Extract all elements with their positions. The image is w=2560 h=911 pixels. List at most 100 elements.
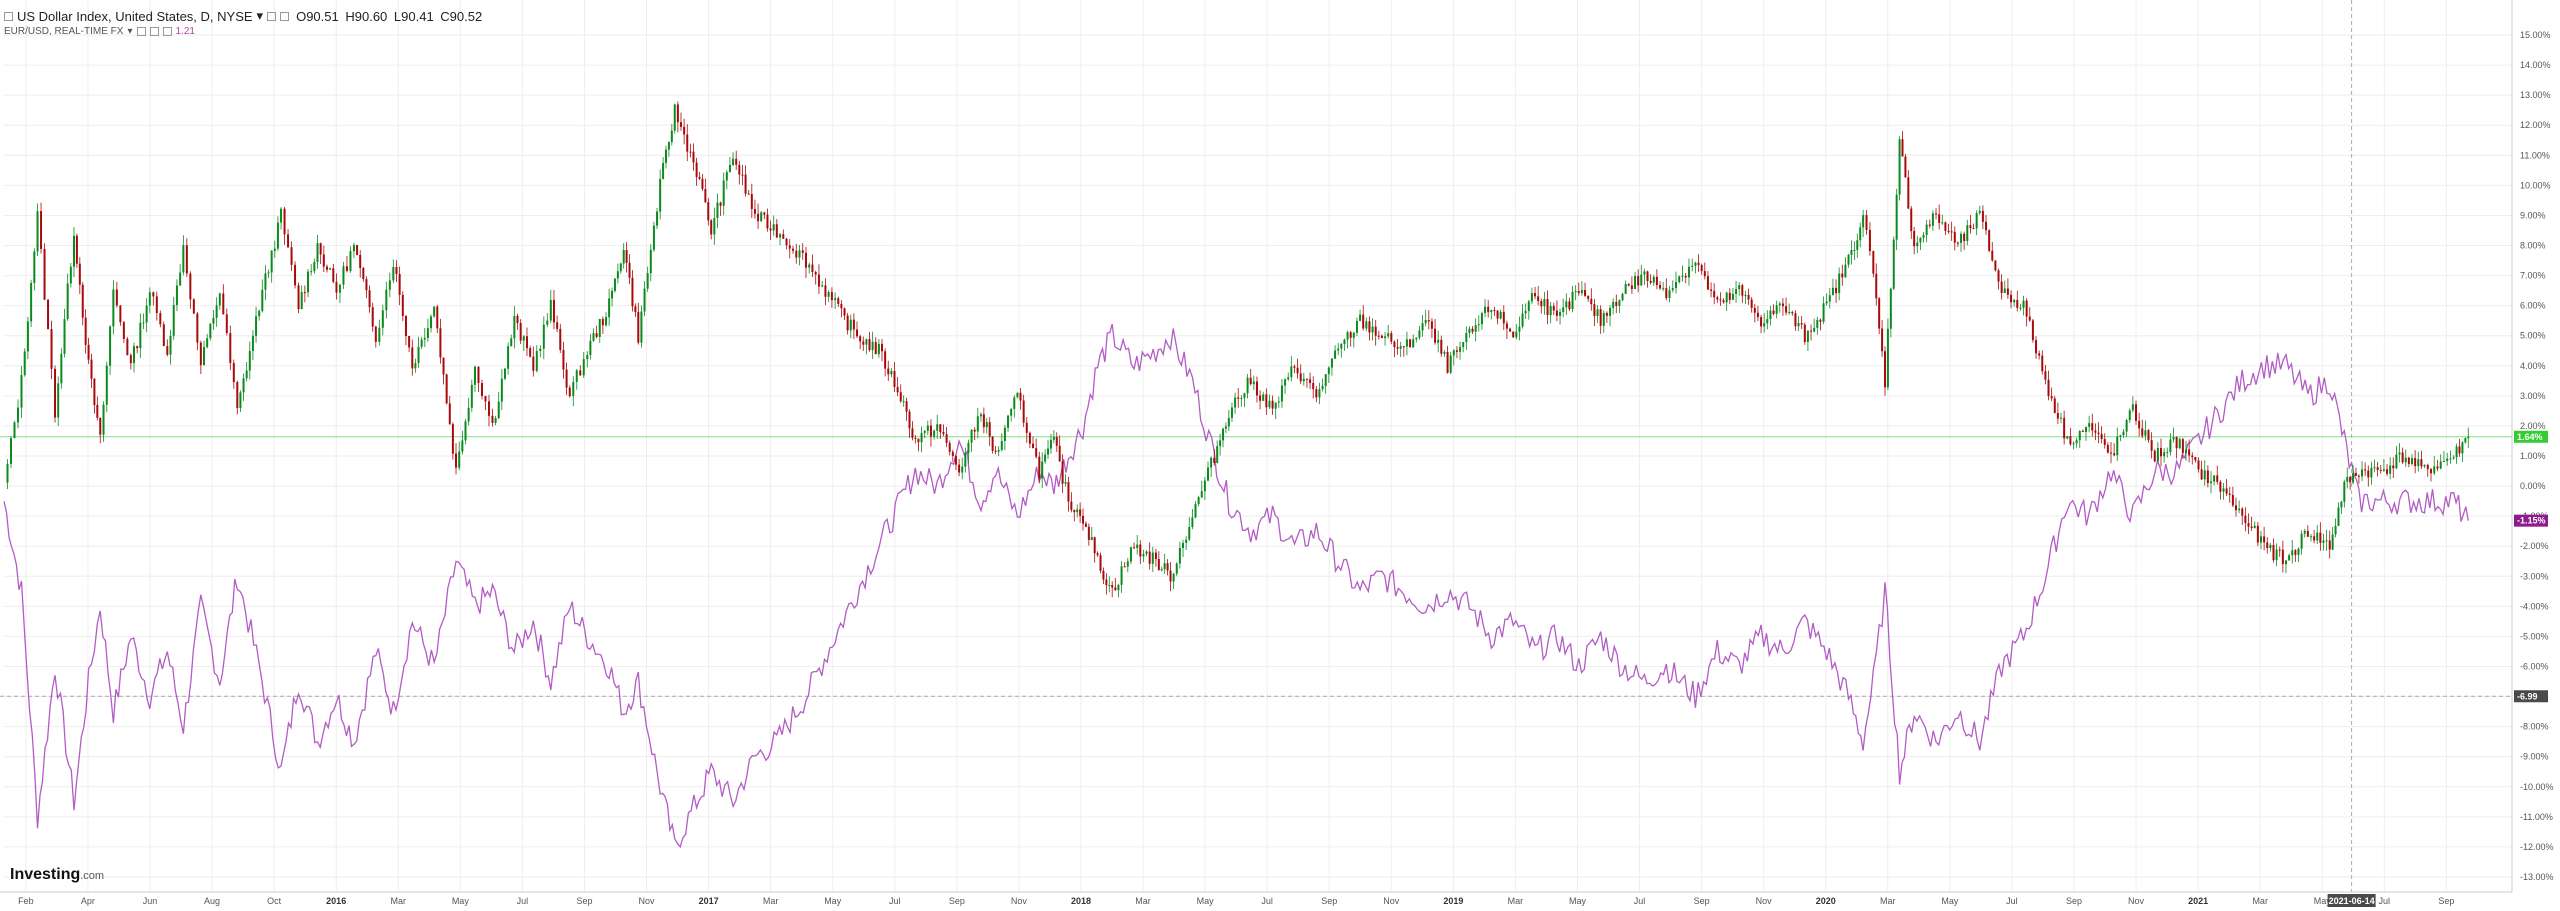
candle-body: [595, 333, 598, 337]
candle-body: [1534, 293, 1537, 297]
candle-body: [2458, 446, 2461, 454]
main-symbol-title[interactable]: US Dollar Index, United States, D, NYSE: [17, 8, 253, 24]
candle-body: [414, 363, 417, 369]
candle-body: [1120, 566, 1123, 585]
candle-body: [2041, 355, 2044, 372]
candle-body: [1044, 454, 1047, 462]
candle-body: [1182, 542, 1185, 548]
candle-body: [1340, 343, 1343, 349]
candle-body: [365, 279, 368, 291]
candle-body: [628, 262, 631, 278]
chevron-down-icon[interactable]: ▾: [256, 8, 264, 23]
candle-body: [713, 218, 716, 235]
candle-body: [1612, 301, 1615, 308]
y-axis: 15.00% 14.00% 13.00% 12.00% 11.00% 10.00% 9.00…: [2511, 0, 2554, 892]
collapse-icon[interactable]: [4, 11, 13, 21]
close-icon[interactable]: [280, 11, 290, 21]
candle-body: [698, 176, 701, 179]
open-value: O90.51: [296, 8, 339, 24]
candle-body: [1067, 482, 1070, 502]
candle-body: [2275, 549, 2278, 561]
chevron-down-icon[interactable]: ▾: [127, 26, 133, 37]
candle-body: [2181, 439, 2184, 454]
candle-body: [1655, 276, 1658, 286]
candle-body: [662, 162, 665, 179]
candle-body: [2019, 307, 2022, 309]
candle-body: [1895, 194, 1898, 240]
candle-body: [1409, 339, 1412, 348]
candle-body: [1697, 262, 1700, 266]
candle-body: [837, 298, 840, 304]
candle-body: [1440, 339, 1443, 354]
x-tick-label: 2020: [1816, 896, 1836, 906]
x-tick-label: Jul: [1634, 896, 1646, 906]
candle-body: [2436, 466, 2439, 469]
settings-icon[interactable]: [149, 27, 159, 36]
candle-body: [939, 424, 942, 433]
secondary-symbol-legend[interactable]: EUR/USD, REAL-TIME FX ▾ 1.21: [4, 26, 195, 37]
candle-body: [1321, 385, 1324, 390]
eurusd-value-label-bg: [2514, 514, 2548, 527]
candle-body: [411, 347, 414, 369]
candle-body: [859, 336, 862, 342]
x-tick-label: May: [1569, 896, 1587, 906]
candle-body: [1844, 264, 1847, 278]
candle-body: [1741, 285, 1744, 296]
candle-body: [719, 202, 722, 206]
candle-body: [159, 313, 162, 325]
secondary-symbol-title[interactable]: EUR/USD, REAL-TIME FX: [4, 26, 124, 37]
candle-body: [388, 280, 391, 290]
close-icon[interactable]: [162, 27, 172, 36]
candle-body: [1041, 461, 1044, 479]
eurusd-series: [3, 323, 2469, 849]
candle-body: [1490, 310, 1493, 313]
crosshair-date-label: 2021-06-14: [2329, 896, 2375, 906]
candle-body: [683, 126, 686, 135]
candle-body: [1343, 339, 1346, 344]
candle-body: [1956, 242, 1959, 244]
candle-body: [1309, 379, 1312, 384]
candle-body: [2392, 465, 2395, 469]
candle-body: [2135, 404, 2138, 421]
candle-body: [1151, 552, 1154, 564]
candle-body: [325, 266, 328, 270]
candle-body: [804, 252, 807, 268]
candle-body: [179, 272, 182, 286]
candle-body: [902, 401, 905, 403]
candle-body: [1822, 303, 1825, 322]
candle-body: [287, 234, 290, 248]
candle-body: [852, 319, 855, 330]
settings-icon[interactable]: [267, 11, 277, 21]
x-tick-label: Sep: [2066, 896, 2082, 906]
candle-body: [1191, 517, 1194, 527]
candle-body: [2110, 452, 2113, 454]
candle-body: [1847, 254, 1850, 265]
candle-body: [1652, 276, 1655, 283]
x-tick-label: Jul: [2379, 896, 2391, 906]
y-tick-label: -11.00%: [2520, 812, 2553, 822]
candle-body: [2075, 440, 2078, 444]
candle-body: [1609, 307, 1612, 316]
visibility-icon[interactable]: [136, 27, 146, 36]
candle-body: [1505, 323, 1508, 329]
candle-body: [1700, 265, 1703, 272]
candle-body: [817, 274, 820, 287]
candle-body: [926, 425, 929, 431]
candle-body: [2060, 417, 2063, 419]
candle-body: [2325, 540, 2328, 542]
candle-body: [404, 315, 407, 336]
candle-body: [896, 386, 899, 393]
candle-body: [1788, 311, 1791, 313]
candle-body: [679, 122, 682, 127]
candle-body: [1552, 306, 1555, 311]
candle-body: [251, 335, 254, 352]
candle-body: [258, 311, 261, 317]
candle-body: [1010, 408, 1013, 416]
candle-body: [1477, 324, 1480, 326]
candle-body: [954, 455, 957, 465]
x-tick-label: Sep: [2438, 896, 2454, 906]
candle-body: [1725, 292, 1728, 303]
main-symbol-legend[interactable]: US Dollar Index, United States, D, NYSE …: [4, 8, 482, 24]
candle-body: [1443, 351, 1446, 354]
